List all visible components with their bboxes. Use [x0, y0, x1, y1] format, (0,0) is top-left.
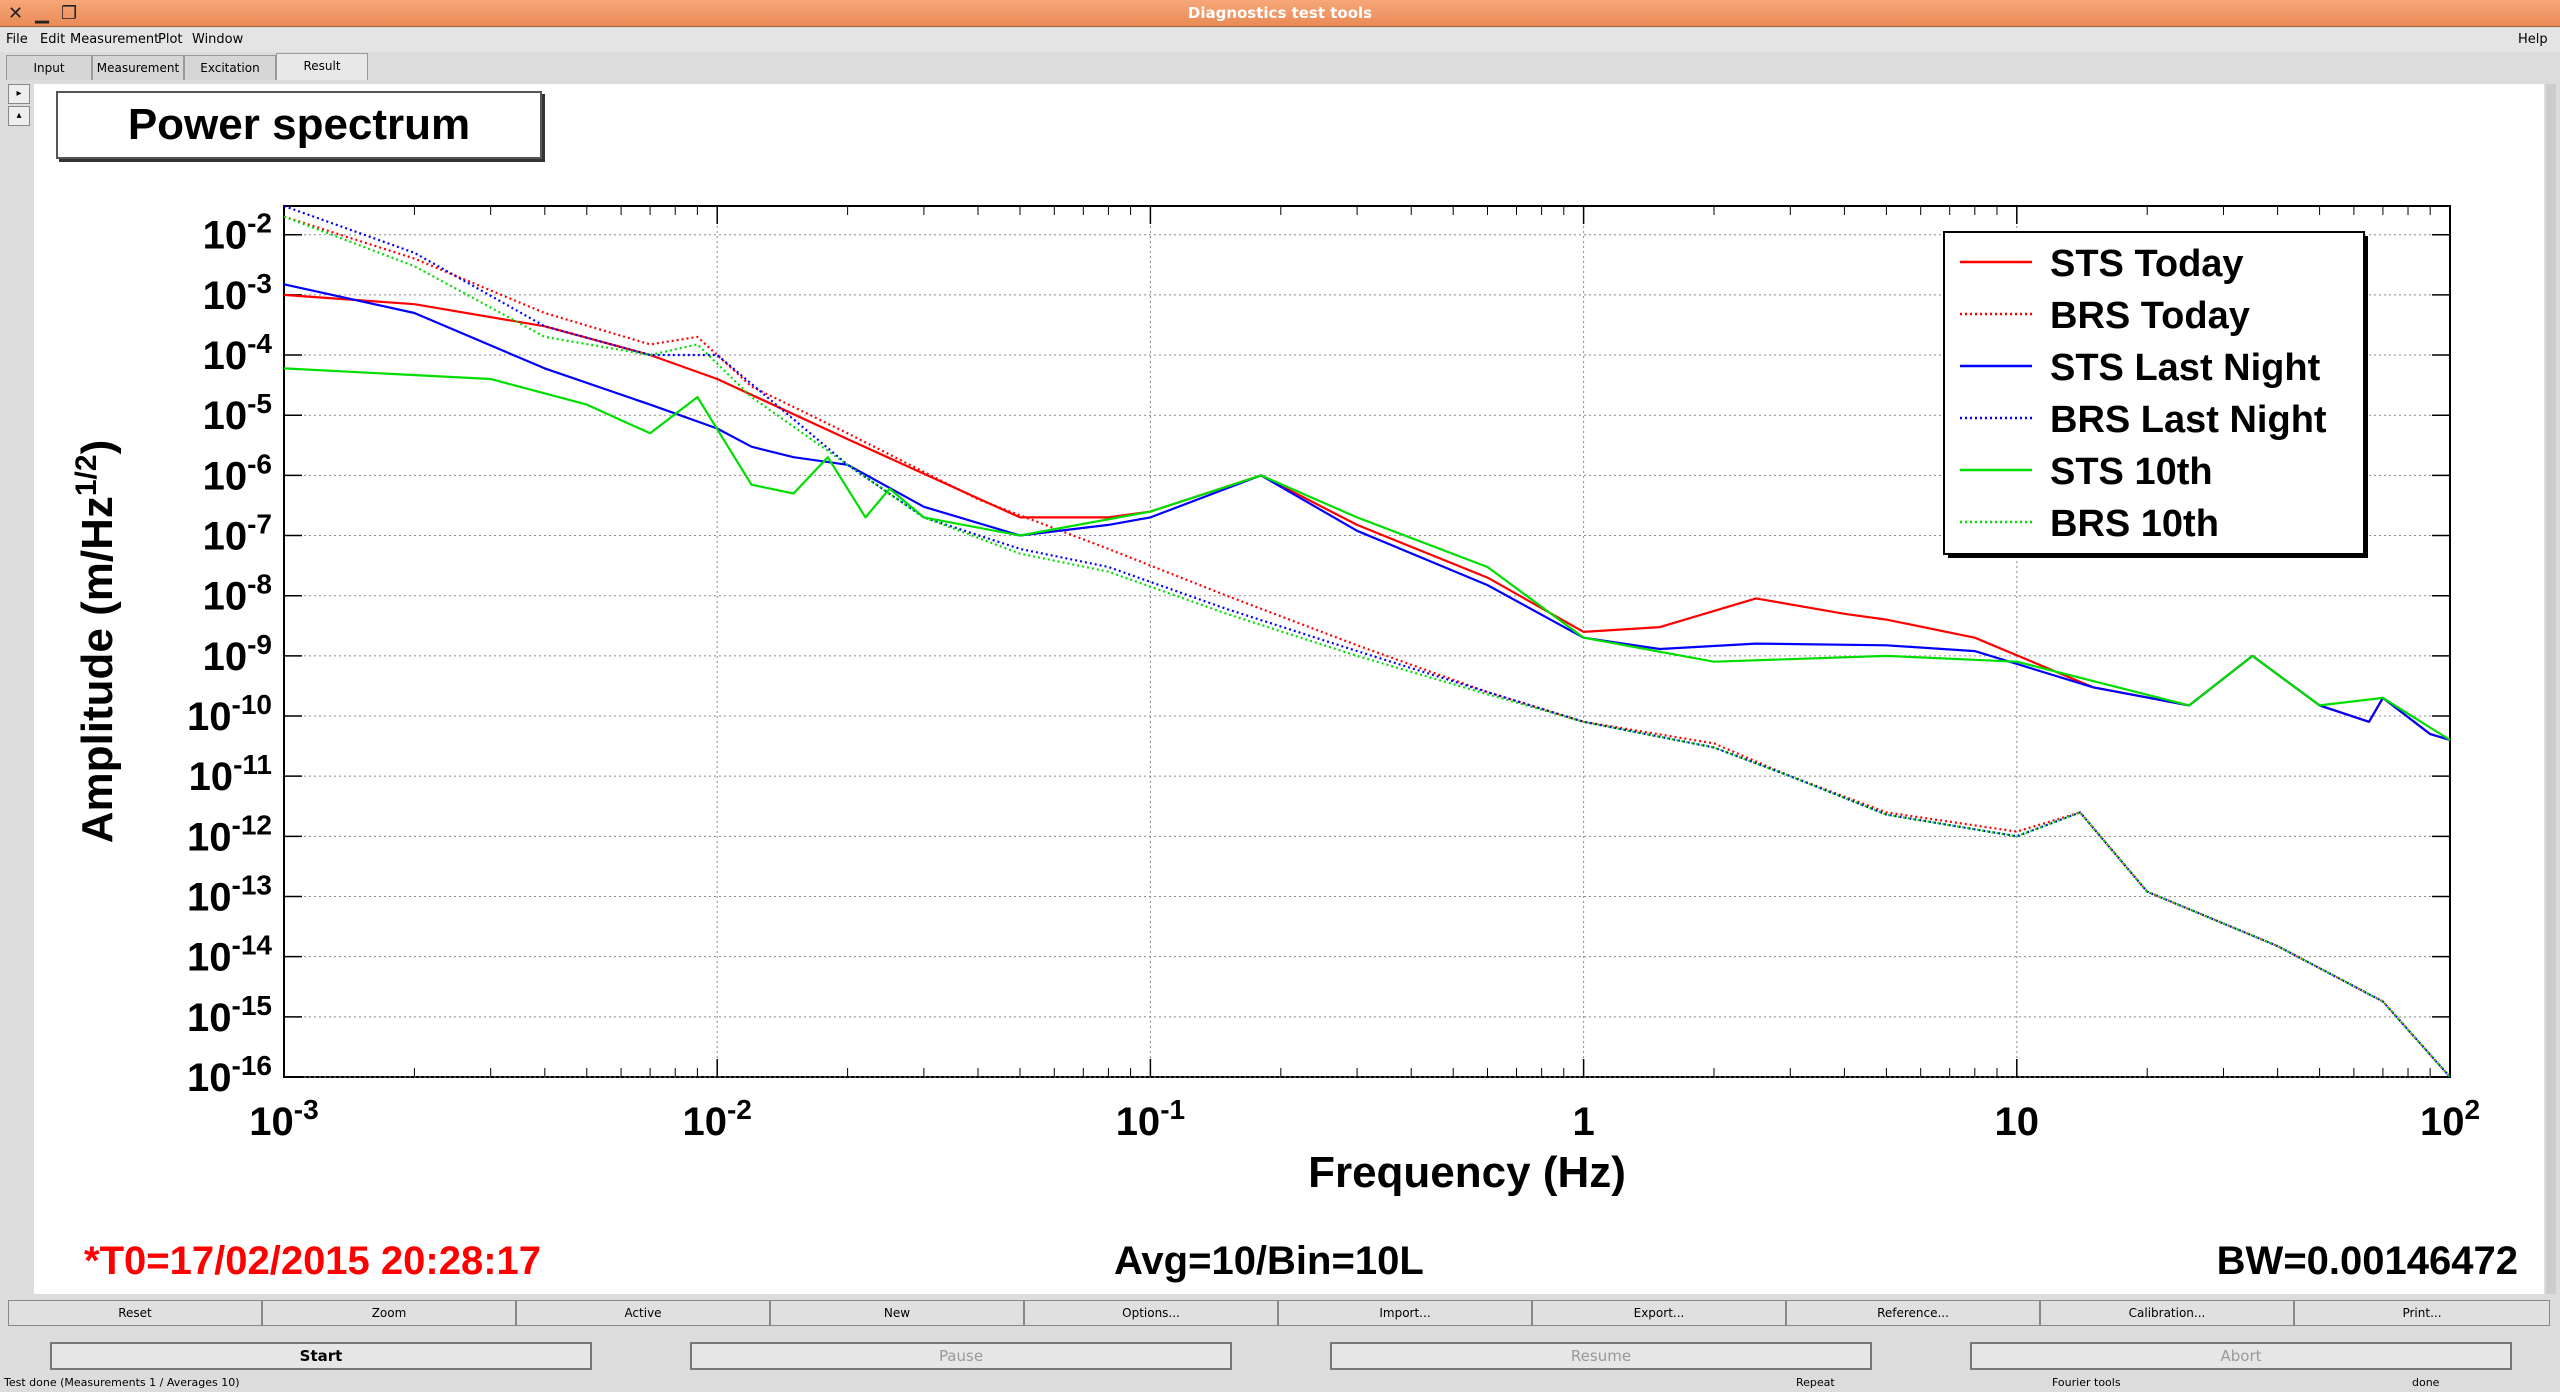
menu-file[interactable]: File — [6, 32, 28, 47]
tab-measurement[interactable]: Measurement — [92, 55, 184, 80]
y-tick-label: 10-10 — [187, 689, 272, 739]
x-axis-title: Frequency (Hz) — [1308, 1148, 1626, 1197]
y-tick-label: 10-14 — [187, 930, 272, 980]
y-tick-label: 10-16 — [187, 1050, 272, 1100]
tab-result[interactable]: Result — [276, 53, 368, 80]
legend-entry: STS Today — [2050, 243, 2244, 285]
power-spectrum-chart: 10-3 10-2 10-1 1 10 10210-210-310-410-510-610… — [70, 204, 2480, 1197]
tab-input[interactable]: Input — [6, 55, 92, 80]
import-button[interactable]: Import... — [1278, 1300, 1532, 1326]
y-axis-title: Amplitude (m/Hz1/2) — [70, 440, 122, 843]
series-line-sts-10th — [283, 367, 2451, 741]
menu-plot[interactable]: Plot — [158, 32, 183, 47]
menu-window[interactable]: Window — [192, 32, 244, 47]
reset-button[interactable]: Reset — [8, 1300, 262, 1326]
arrow-up-icon[interactable]: ▴ — [8, 106, 30, 126]
bandwidth-label: BW=0.00146472 — [2216, 1239, 2518, 1283]
y-tick-label: 10-8 — [203, 569, 272, 619]
legend-entry: STS Last Night — [2050, 347, 2321, 389]
menu-measurement[interactable]: Measurement — [70, 32, 160, 47]
x-tick-label: 1 — [1572, 1100, 1594, 1144]
y-tick-label: 10-4 — [203, 328, 273, 378]
close-icon[interactable]: ✕ — [8, 3, 24, 24]
x-tick-label: 10 — [1995, 1100, 2040, 1144]
y-tick-label: 10-9 — [203, 629, 272, 679]
y-tick-label: 10-11 — [189, 749, 272, 799]
y-tick-label: 10-2 — [203, 208, 272, 258]
plot-button-row: Reset Zoom Active New Options... Import.… — [8, 1300, 2552, 1326]
status-tool: Fourier tools — [2052, 1376, 2121, 1389]
legend-entry: BRS 10th — [2050, 503, 2219, 545]
calibration-button[interactable]: Calibration... — [2040, 1300, 2294, 1326]
vertical-scrollbar[interactable] — [2546, 84, 2556, 1294]
status-repeat: Repeat — [1796, 1376, 1835, 1389]
export-button[interactable]: Export... — [1532, 1300, 1786, 1326]
menu-help[interactable]: Help — [2518, 32, 2548, 47]
window-controls: ✕ ▁ ❐ — [8, 3, 89, 24]
y-tick-label: 10-15 — [187, 990, 272, 1040]
active-button[interactable]: Active — [516, 1300, 770, 1326]
y-tick-label: 10-13 — [187, 870, 272, 920]
run-button-row: Start Pause Resume Abort — [0, 1342, 2560, 1370]
minimize-icon[interactable]: ▁ — [35, 3, 49, 24]
y-tick-label: 10-5 — [203, 388, 272, 438]
x-tick-label: 102 — [2420, 1094, 2480, 1144]
legend-entry: BRS Today — [2050, 295, 2250, 337]
y-tick-label: 10-3 — [203, 268, 272, 318]
plot-canvas: Power spectrum 10-3 10-2 10-1 1 10 102 10-2 10-… — [34, 84, 2544, 1294]
panel-scroll: ▸ ▴ — [8, 84, 30, 128]
status-bar: Test done (Measurements 1 / Averages 10)… — [0, 1374, 2560, 1392]
x-tick-label: 10-2 — [682, 1094, 751, 1144]
window-title: Diagnostics test tools — [1187, 4, 1373, 22]
menu-bar: File Edit Measurement Plot Window Help — [0, 28, 2560, 52]
status-state: done — [2412, 1376, 2440, 1389]
resume-button[interactable]: Resume — [1330, 1342, 1872, 1370]
legend-box — [1943, 231, 2365, 555]
y-tick-label: 10-7 — [203, 509, 272, 559]
averages-label: Avg=10/Bin=10L — [1114, 1239, 1424, 1283]
plot-title: Power spectrum — [56, 91, 542, 159]
t0-label: *T0=17/02/2015 20:28:17 — [84, 1239, 542, 1283]
tab-excitation[interactable]: Excitation — [184, 55, 276, 80]
zoom-button[interactable]: Zoom — [262, 1300, 516, 1326]
options-button[interactable]: Options... — [1024, 1300, 1278, 1326]
arrow-right-icon[interactable]: ▸ — [8, 84, 30, 104]
abort-button[interactable]: Abort — [1970, 1342, 2512, 1370]
x-tick-label: 10-1 — [1116, 1094, 1185, 1144]
legend-entry: BRS Last Night — [2050, 399, 2327, 441]
status-message: Test done (Measurements 1 / Averages 10) — [4, 1376, 240, 1389]
y-tick-label: 10-12 — [187, 809, 272, 859]
print-button[interactable]: Print... — [2294, 1300, 2550, 1326]
pause-button[interactable]: Pause — [690, 1342, 1232, 1370]
new-button[interactable]: New — [770, 1300, 1024, 1326]
y-tick-label: 10-6 — [203, 448, 272, 498]
menu-edit[interactable]: Edit — [40, 32, 66, 47]
series-line-brs-last-night — [283, 204, 2451, 1078]
x-tick-label: 10-3 — [249, 1094, 318, 1144]
start-button[interactable]: Start — [50, 1342, 592, 1370]
legend-entry: STS 10th — [2050, 451, 2213, 493]
restore-icon[interactable]: ❐ — [60, 3, 78, 24]
window-titlebar: ✕ ▁ ❐ Diagnostics test tools — [0, 0, 2560, 27]
reference-button[interactable]: Reference... — [1786, 1300, 2040, 1326]
